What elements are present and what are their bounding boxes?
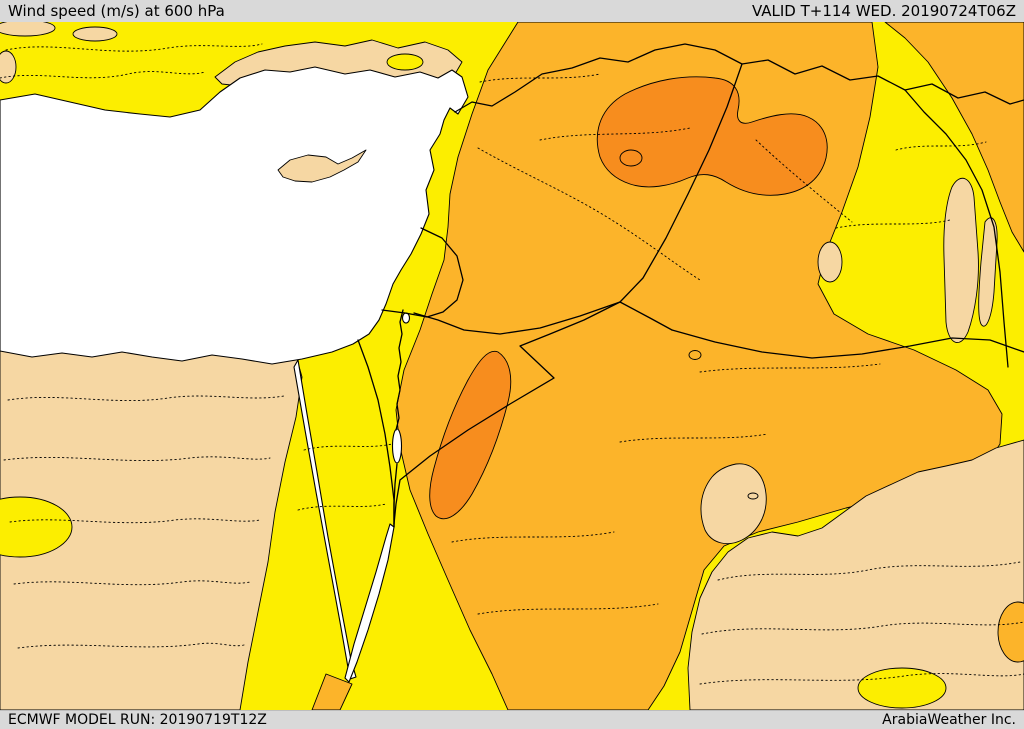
yellow-patch-anatolia (386, 53, 424, 71)
border-syria-jordan (413, 301, 621, 335)
yellow-patch-egypt (0, 496, 73, 558)
southeast-low-wind-region (687, 439, 1024, 710)
beige-speck-2 (0, 50, 17, 84)
border-israel-egypt (357, 339, 395, 528)
mediterranean-sea (0, 66, 469, 365)
border-iraq-saudi (671, 329, 1024, 359)
wind-core-north (596, 76, 828, 196)
lake-tiberias (401, 312, 411, 324)
border-jordan-saudi (393, 301, 621, 525)
cyprus-island (277, 149, 367, 183)
beige-speck-3 (72, 26, 118, 42)
beige-sliver-a (943, 177, 979, 343)
country-borders (357, 43, 1024, 528)
lake-outline-central (688, 350, 702, 360)
northeast-orange-band (884, 22, 1024, 253)
beige-speck-1 (0, 22, 56, 37)
border-jordan-iraq (619, 301, 673, 331)
brand-label: ArabiaWeather Inc. (882, 712, 1016, 728)
beige-sliver-c (817, 241, 843, 283)
terrain-detail-saudi (747, 492, 759, 500)
beige-island-in-orange (700, 463, 767, 545)
orange-wedge-bottom (311, 673, 353, 710)
beige-sliver-b (978, 217, 998, 327)
wind-core-central (429, 350, 512, 520)
valid-time-label: VALID T+114 WED. 20190724T06Z (751, 2, 1016, 20)
gulf-of-suez (293, 359, 357, 680)
yellow-patch-southeast (857, 667, 947, 709)
main-high-wind-region (395, 22, 1003, 710)
orange-patch-right-edge (997, 601, 1024, 663)
header-bar: Wind speed (m/s) at 600 hPa VALID T+114 … (0, 0, 1024, 22)
border-east-iran (904, 89, 1009, 368)
model-run-label: ECMWF MODEL RUN: 20190719T12Z (8, 712, 267, 728)
border-lebanon (381, 227, 464, 318)
dotted-contours (0, 43, 1024, 685)
lake-outline-north-core (619, 149, 643, 167)
weather-map (0, 22, 1024, 710)
dead-sea (391, 428, 403, 464)
map-title: Wind speed (m/s) at 600 hPa (8, 2, 225, 20)
wind-speed-map-svg (0, 22, 1024, 710)
border-syria-iraq (619, 63, 743, 303)
footer-bar: ECMWF MODEL RUN: 20190719T12Z ArabiaWeat… (0, 710, 1024, 729)
jordan-river-line (395, 309, 404, 431)
gulf-of-aqaba (344, 523, 395, 683)
